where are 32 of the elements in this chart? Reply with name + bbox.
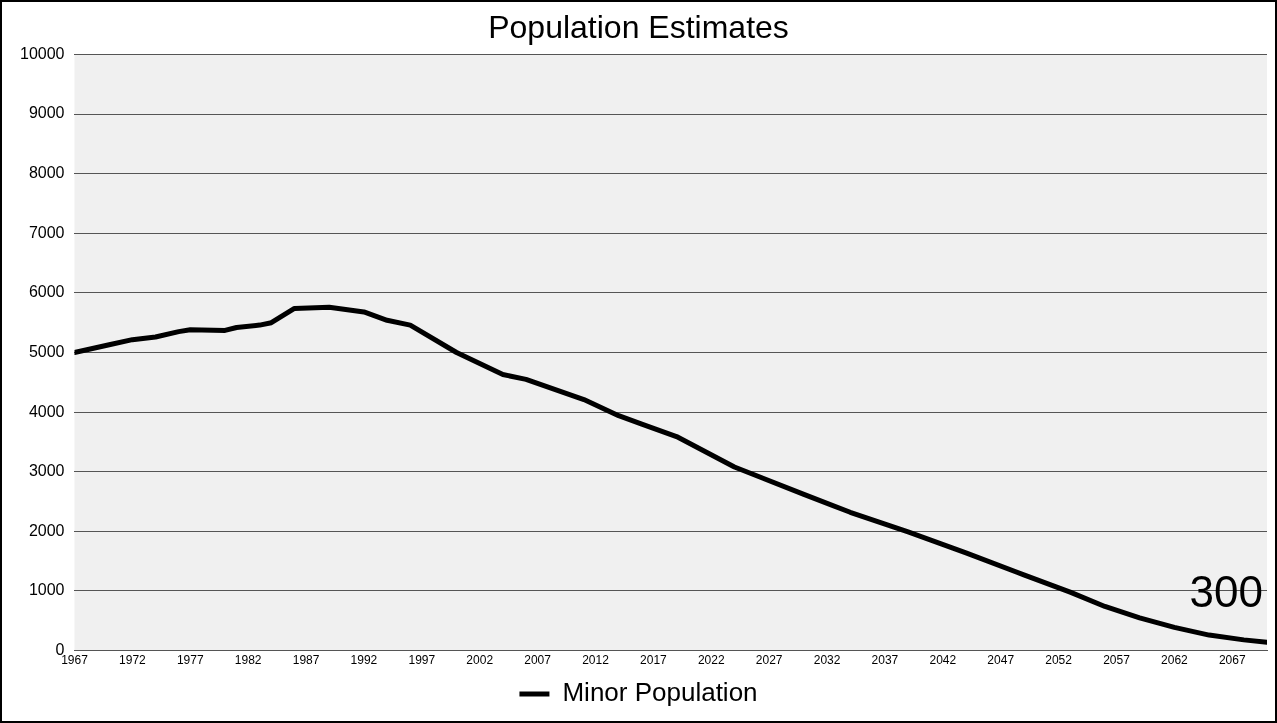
x-tick-label: 2067: [1218, 653, 1246, 668]
x-tick-label: 1982: [234, 653, 262, 668]
y-tick-label: 5000: [28, 342, 65, 360]
x-tick-label: 2042: [929, 653, 957, 668]
x-tick-label: 2052: [1045, 653, 1073, 668]
y-tick-label: 1000: [28, 581, 65, 599]
x-tick-label: 1997: [408, 653, 436, 668]
x-tick-label: 1987: [292, 653, 320, 668]
x-tick-label: 2062: [1161, 653, 1189, 668]
x-tick-label: 2002: [466, 653, 494, 668]
y-tick-label: 4000: [28, 402, 65, 420]
x-tick-label: 2022: [697, 653, 725, 668]
x-tick-label: 2037: [871, 653, 899, 668]
x-tick-label: 1977: [176, 653, 204, 668]
x-tick-label: 2007: [524, 653, 552, 668]
legend-label: Minor Population: [562, 677, 758, 708]
x-tick-label: 2032: [813, 653, 841, 668]
chart-title: Population Estimates: [488, 9, 789, 46]
y-tick-label: 8000: [28, 164, 65, 182]
x-tick-label: 2017: [640, 653, 668, 668]
y-tick-label: 6000: [28, 283, 65, 301]
y-tick-label: 3000: [28, 462, 65, 480]
x-tick-label: 1972: [119, 653, 147, 668]
x-tick-label: 2057: [1103, 653, 1131, 668]
y-tick-label: 9000: [28, 104, 65, 122]
y-tick-label: 7000: [28, 223, 65, 241]
x-tick-label: 2047: [987, 653, 1015, 668]
x-tick-label: 1992: [350, 653, 378, 668]
y-tick-label: 10000: [19, 44, 65, 62]
x-tick-label: 2027: [755, 653, 783, 668]
x-tick-label: 2012: [582, 653, 610, 668]
y-tick-label: 2000: [28, 521, 65, 539]
